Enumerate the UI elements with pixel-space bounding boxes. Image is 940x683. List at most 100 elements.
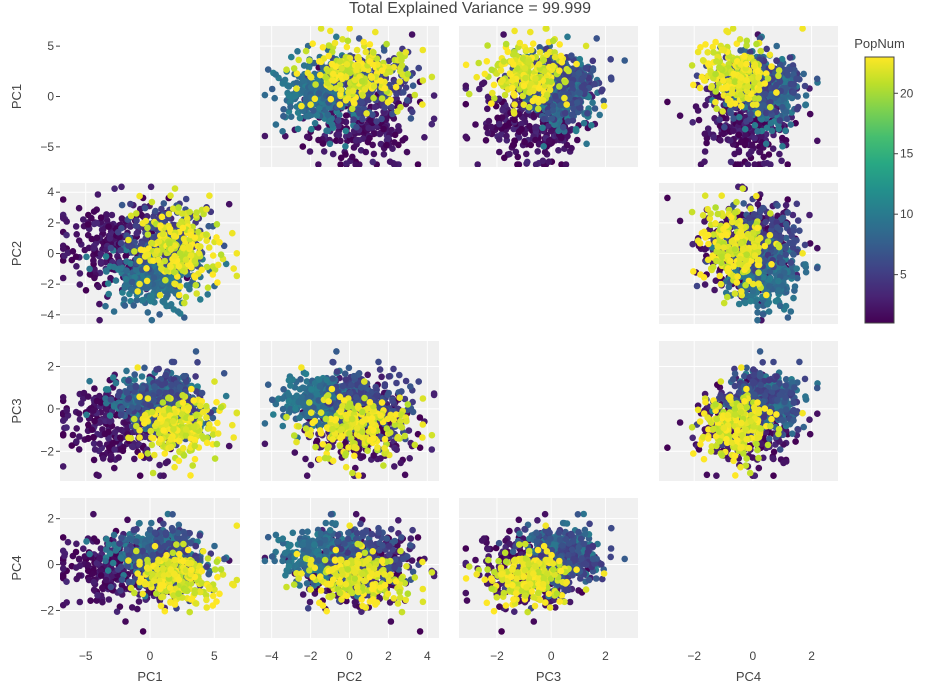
panel-pc2-vs-pc4[interactable] — [659, 183, 838, 324]
data-point[interactable] — [287, 98, 294, 106]
data-point[interactable] — [806, 211, 813, 219]
data-point[interactable] — [293, 70, 301, 77]
data-point[interactable] — [750, 211, 758, 218]
data-point[interactable] — [514, 153, 522, 161]
data-point[interactable] — [593, 35, 600, 42]
data-point[interactable] — [295, 56, 303, 64]
data-point[interactable] — [551, 53, 559, 61]
data-point[interactable] — [747, 110, 754, 118]
data-point[interactable] — [324, 111, 332, 119]
data-point[interactable] — [499, 76, 507, 84]
data-point[interactable] — [106, 235, 114, 242]
data-point[interactable] — [430, 92, 438, 99]
data-point[interactable] — [566, 94, 573, 102]
data-point[interactable] — [589, 66, 597, 74]
data-point[interactable] — [754, 302, 761, 310]
data-point[interactable] — [326, 140, 334, 148]
data-point[interactable] — [131, 248, 138, 255]
data-point[interactable] — [742, 299, 749, 307]
data-point[interactable] — [676, 217, 684, 225]
data-point[interactable] — [763, 124, 771, 132]
data-point[interactable] — [86, 271, 94, 278]
data-point[interactable] — [532, 75, 539, 82]
data-point[interactable] — [741, 52, 748, 60]
data-point[interactable] — [599, 86, 606, 93]
data-point[interactable] — [398, 56, 405, 64]
data-point[interactable] — [343, 43, 351, 51]
data-point[interactable] — [378, 67, 386, 74]
data-point[interactable] — [558, 134, 565, 142]
data-point[interactable] — [621, 57, 628, 64]
data-point[interactable] — [755, 86, 763, 94]
data-point[interactable] — [403, 148, 411, 156]
data-point[interactable] — [719, 108, 726, 115]
data-point[interactable] — [790, 294, 797, 302]
data-point[interactable] — [193, 209, 200, 216]
data-point[interactable] — [518, 120, 525, 128]
data-point[interactable] — [607, 74, 615, 81]
data-point[interactable] — [760, 153, 767, 161]
data-point[interactable] — [710, 134, 717, 141]
data-point[interactable] — [751, 134, 758, 142]
data-point[interactable] — [384, 134, 392, 142]
data-point[interactable] — [700, 77, 708, 84]
data-point[interactable] — [689, 119, 696, 126]
data-point[interactable] — [166, 240, 173, 247]
data-point[interactable] — [144, 231, 152, 238]
data-point[interactable] — [541, 148, 549, 156]
data-point[interactable] — [702, 41, 709, 48]
data-point[interactable] — [787, 259, 795, 266]
data-point[interactable] — [63, 231, 70, 239]
data-point[interactable] — [311, 95, 319, 103]
data-point[interactable] — [402, 49, 410, 56]
data-point[interactable] — [384, 98, 392, 106]
data-point[interactable] — [141, 253, 149, 260]
data-point[interactable] — [85, 244, 93, 252]
data-point[interactable] — [155, 238, 163, 245]
data-point[interactable] — [342, 97, 350, 104]
data-point[interactable] — [779, 103, 786, 111]
data-point[interactable] — [146, 293, 154, 301]
data-point[interactable] — [349, 87, 357, 95]
data-point[interactable] — [549, 37, 557, 45]
data-point[interactable] — [315, 90, 323, 97]
data-point[interactable] — [514, 161, 521, 168]
data-point[interactable] — [788, 94, 796, 102]
data-point[interactable] — [741, 141, 749, 149]
data-point[interactable] — [167, 192, 174, 199]
data-point[interactable] — [69, 248, 77, 255]
data-point[interactable] — [488, 123, 495, 131]
data-point[interactable] — [298, 87, 306, 94]
data-point[interactable] — [744, 161, 752, 168]
data-point[interactable] — [327, 95, 335, 103]
data-point[interactable] — [336, 101, 344, 108]
data-point[interactable] — [562, 161, 570, 168]
data-point[interactable] — [351, 100, 358, 107]
data-point[interactable] — [765, 308, 773, 315]
data-point[interactable] — [316, 58, 323, 65]
data-point[interactable] — [182, 195, 190, 203]
data-point[interactable] — [782, 302, 790, 310]
data-point[interactable] — [556, 41, 563, 48]
data-point[interactable] — [353, 123, 360, 131]
data-point[interactable] — [474, 161, 481, 168]
data-point[interactable] — [532, 161, 540, 168]
data-point[interactable] — [720, 77, 727, 84]
data-point[interactable] — [324, 79, 331, 87]
data-point[interactable] — [307, 101, 314, 108]
data-point[interactable] — [574, 99, 581, 106]
data-point[interactable] — [268, 85, 276, 93]
data-point[interactable] — [535, 85, 543, 92]
data-point[interactable] — [763, 70, 770, 77]
data-point[interactable] — [476, 85, 483, 93]
data-point[interactable] — [529, 97, 537, 105]
data-point[interactable] — [111, 185, 118, 192]
data-point[interactable] — [91, 274, 98, 282]
data-point[interactable] — [355, 53, 362, 61]
data-point[interactable] — [191, 257, 199, 265]
data-point[interactable] — [766, 51, 774, 59]
data-point[interactable] — [133, 296, 141, 304]
data-point[interactable] — [97, 214, 105, 221]
data-point[interactable] — [489, 89, 496, 97]
data-point[interactable] — [741, 125, 749, 133]
